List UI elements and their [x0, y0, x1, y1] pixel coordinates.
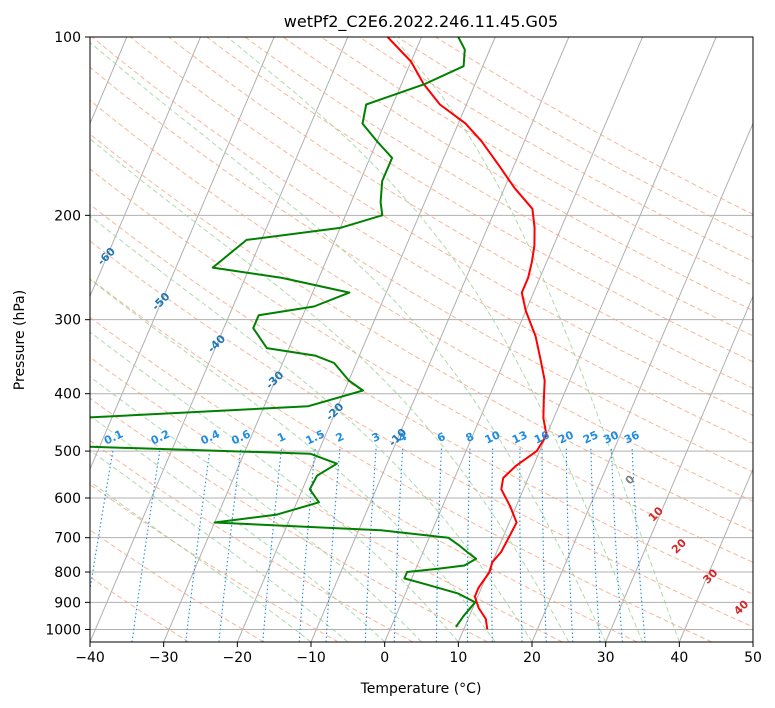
y-axis: 100 200 300 400 500 600 700 800 900 1000 — [45, 30, 90, 638]
mixing-ratio-label: 20 — [556, 428, 576, 446]
x-tick-label: −40 — [75, 650, 105, 666]
isotherm-line — [531, 122, 753, 642]
background-lines — [90, 37, 753, 642]
isotherm-line — [384, 37, 643, 642]
y-tick-label: 200 — [54, 208, 81, 224]
isotherm-line — [90, 37, 201, 298]
chart-title: wetPf2_C2E6.2022.246.11.45.G05 — [284, 12, 558, 32]
data-series — [90, 37, 548, 630]
isotherm-line — [678, 467, 753, 642]
y-tick-label: 900 — [54, 595, 81, 611]
mixing-ratio-line — [435, 448, 443, 642]
mixing-ratio-line — [490, 448, 494, 642]
moist-adiabat — [90, 376, 422, 642]
isotherm-line — [605, 295, 753, 642]
dry-adiabat — [90, 440, 414, 642]
moist-adiabat — [393, 37, 680, 642]
mixing-ratio-line — [519, 448, 523, 642]
dry-adiabat — [90, 203, 753, 595]
y-tick-label: 400 — [54, 387, 81, 403]
dry-adiabat — [90, 529, 264, 642]
dry-adiabat — [90, 66, 753, 473]
mixing-ratio-label: 10 — [483, 428, 503, 446]
y-tick-label: 500 — [54, 444, 81, 460]
y-tick-label: 600 — [54, 491, 81, 507]
moist-adiabat — [90, 415, 386, 642]
y-tick-label: 100 — [54, 30, 81, 46]
isotherm-line — [163, 37, 422, 642]
dry-adiabat — [359, 37, 753, 262]
dry-adiabat — [90, 240, 753, 628]
x-axis: −40 −30 −20 −10 0 10 20 30 40 50 — [75, 642, 762, 666]
y-tick-label: 1000 — [45, 622, 81, 638]
moist-adiabat — [90, 449, 349, 642]
isotherm-line — [90, 37, 349, 642]
mixing-ratio-label: 30 — [601, 428, 621, 446]
dry-adiabat — [90, 99, 753, 502]
moist-adiabat — [90, 215, 533, 642]
mixing-ratio-label: 36 — [622, 428, 642, 446]
isotherm-line — [457, 37, 717, 642]
dry-adiabat — [90, 168, 753, 563]
y-tick-label: 700 — [54, 531, 81, 547]
plot-frame — [89, 36, 754, 643]
dry-adiabat — [90, 133, 753, 533]
x-tick-label: 0 — [380, 650, 389, 666]
mixing-ratio-line — [466, 448, 471, 642]
y-axis-label: Pressure (hPa) — [12, 290, 28, 390]
x-tick-label: 40 — [670, 650, 688, 666]
temperature-line — [386, 37, 548, 630]
isotherm-line — [90, 37, 275, 471]
moist-adiabat — [227, 37, 643, 642]
dewpoint-line — [90, 37, 478, 628]
moist-adiabat — [90, 278, 496, 642]
x-tick-label: 20 — [523, 650, 541, 666]
x-axis-label: Temperature (°C) — [360, 681, 482, 697]
x-tick-label: 50 — [744, 650, 762, 666]
dry-adiabat — [130, 37, 753, 417]
mixing-ratio-label: 13 — [510, 428, 529, 446]
dry-adiabat — [206, 37, 753, 363]
y-tick-label: 300 — [54, 313, 81, 329]
mixing-ratio-label: 25 — [581, 428, 600, 446]
moist-adiabat — [90, 331, 459, 642]
x-tick-label: 30 — [597, 650, 615, 666]
mixing-ratio-label: 16 — [532, 428, 552, 446]
x-tick-label: 10 — [449, 650, 467, 666]
y-tick-label: 800 — [54, 565, 81, 581]
x-tick-label: −20 — [223, 650, 253, 666]
moist-adiabat — [90, 138, 570, 642]
x-tick-label: −10 — [296, 650, 326, 666]
dry-adiabat — [244, 37, 753, 337]
mixing-ratio-line — [541, 448, 547, 642]
x-tick-label: −30 — [149, 650, 179, 666]
isotherm-line — [236, 37, 496, 642]
